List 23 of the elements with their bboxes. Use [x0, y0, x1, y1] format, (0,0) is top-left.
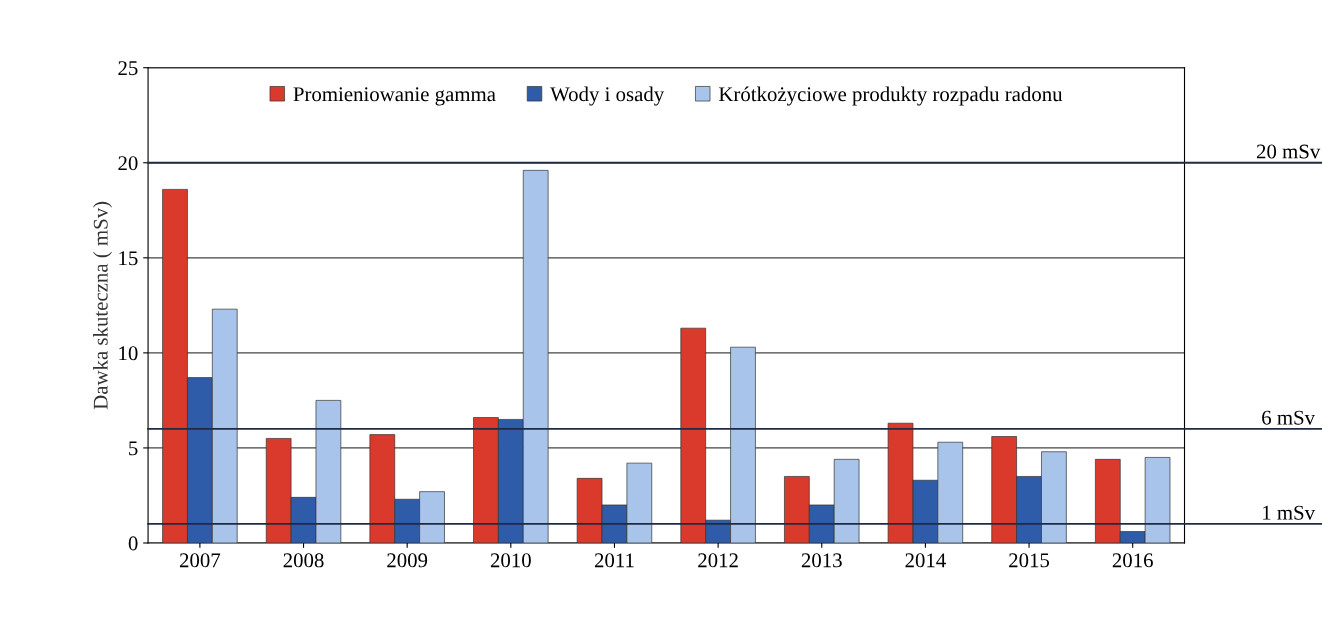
y-tick-label: 15	[119, 251, 138, 266]
x-tick-label: 2007	[179, 553, 221, 568]
x-tick-label: 2014	[905, 553, 946, 568]
legend-label: Promieniowanie gamma	[293, 87, 496, 106]
x-tick-label: 2009	[387, 553, 428, 568]
y-tick-label: 10	[119, 346, 138, 361]
x-tick-label: 2008	[283, 553, 324, 568]
x-tick-label: 2011	[594, 553, 634, 568]
y-tick-label: 0	[128, 536, 138, 551]
ref-line-label: 20 mSv	[1256, 144, 1321, 159]
legend-label: Wody i osady	[550, 86, 665, 106]
y-tick-label: 20	[118, 156, 138, 171]
x-tick-label: 2010	[490, 553, 531, 568]
x-tick-label: 2013	[801, 553, 842, 568]
ref-line-label: 1 mSv	[1263, 505, 1316, 520]
y-axis-title: Dawka skuteczna ( mSv)	[93, 201, 112, 410]
x-tick-label: 2015	[1009, 553, 1050, 568]
x-tick-label: 2016	[1112, 553, 1153, 568]
ref-line-label: 6 mSv	[1262, 410, 1316, 425]
y-tick-label: 25	[118, 61, 138, 76]
y-tick-label: 5	[129, 441, 138, 456]
x-tick-label: 2012	[698, 553, 738, 568]
legend-label: Krótkożyciowe produkty rozpadu radonu	[718, 86, 1063, 106]
